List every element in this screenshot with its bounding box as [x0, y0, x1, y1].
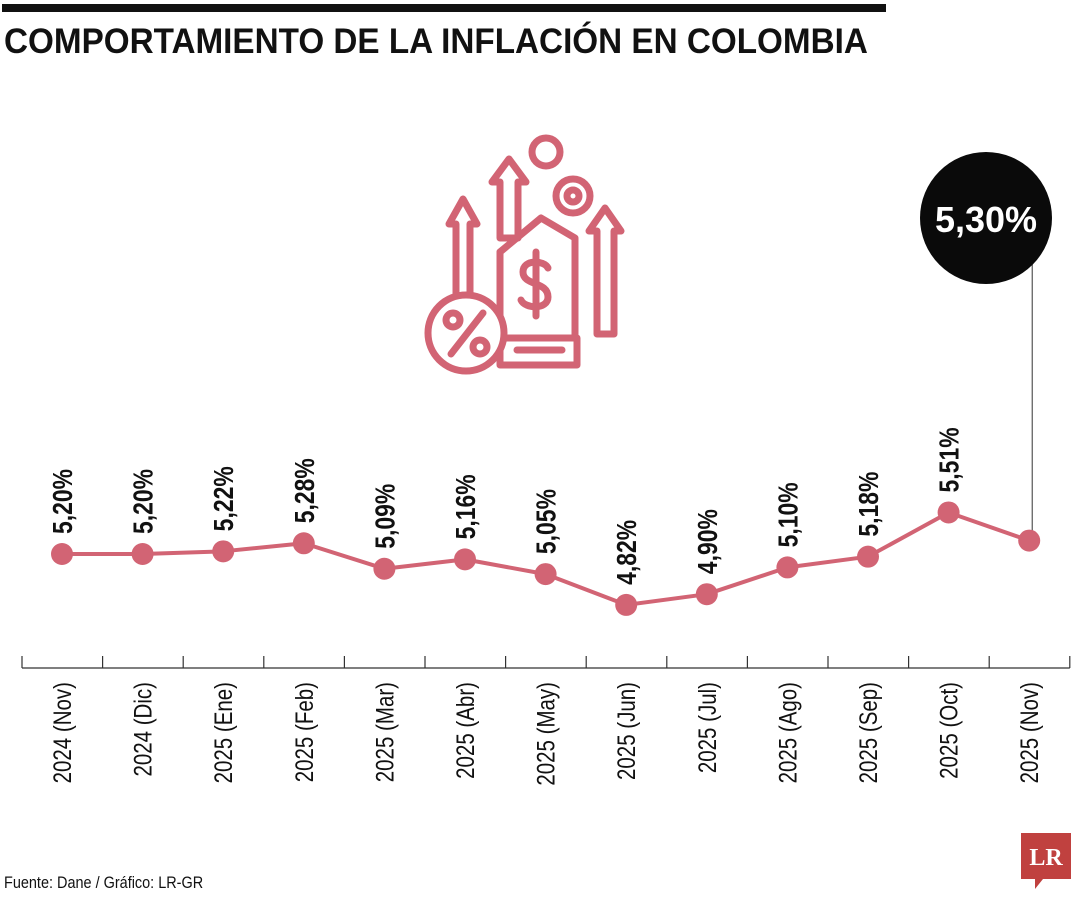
x-tick-label: 2024 (Dic) — [129, 682, 157, 777]
x-tick-label: 2025 (Oct) — [935, 682, 963, 779]
top-rule — [2, 4, 886, 12]
highlight-callout: 5,30% — [920, 152, 1052, 541]
data-point — [695, 583, 718, 606]
source-note: Fuente: Dane / Gráfico: LR-GR — [4, 873, 204, 892]
x-tick-label: 2025 (Abr) — [451, 682, 479, 779]
x-tick-label: 2025 (Mar) — [370, 682, 398, 782]
data-label: 5,05% — [532, 489, 563, 554]
data-label: 5,20% — [48, 469, 79, 534]
data-label: 4,90% — [693, 509, 724, 574]
x-tick-label: 2024 (Nov) — [48, 682, 76, 783]
x-tick-label: 2025 (Sep) — [854, 682, 882, 783]
logo-text: LR — [1029, 845, 1063, 871]
x-tick-label: 2025 (Ago) — [773, 682, 801, 783]
data-point — [373, 557, 396, 580]
data-label: 5,20% — [129, 469, 160, 534]
data-point — [615, 593, 638, 616]
data-point — [51, 543, 73, 565]
data-point — [857, 545, 879, 568]
x-axis: 2024 (Nov) 2024 (Dic) 2025 (Ene) 2025 (Feb)… — [21, 656, 1071, 786]
data-label: 5,10% — [773, 482, 804, 547]
data-point — [1018, 529, 1041, 552]
data-label: 5,28% — [290, 458, 321, 523]
data-point — [131, 543, 154, 565]
data-label: 5,09% — [370, 483, 401, 548]
highlight-badge-label: 5,30% — [935, 199, 1037, 240]
chart-title: COMPORTAMIENTO DE LA INFLACIÓN EN COLOMB… — [4, 22, 868, 61]
data-label: 5,51% — [935, 427, 966, 492]
data-points-layer — [51, 501, 1041, 616]
data-label: 5,18% — [854, 471, 885, 536]
x-tick-label: 2025 (Jul) — [693, 682, 721, 773]
data-point — [937, 501, 960, 524]
data-point — [776, 556, 799, 579]
x-tick-label: 2025 (Ene) — [209, 682, 237, 783]
x-tick-label: 2025 (Jun) — [612, 682, 640, 780]
x-tick-label: 2025 (Feb) — [290, 682, 318, 782]
data-label: 5,22% — [209, 466, 240, 531]
data-point — [212, 540, 235, 563]
data-point — [454, 548, 476, 571]
data-labels-layer: 5,20% 5,20% 5,22% 5,28% 5,09% 5,16% 5,05% 4,82%… — [48, 427, 965, 585]
data-point — [292, 532, 315, 555]
highlight-badge — [920, 152, 1052, 284]
x-tick-label: 2025 (Nov) — [1015, 682, 1043, 783]
data-point — [534, 563, 557, 586]
data-label: 4,82% — [612, 520, 643, 585]
data-label: 5,16% — [451, 474, 482, 539]
lr-logo: LR — [1021, 833, 1071, 889]
x-tick-label: 2025 (May) — [532, 682, 560, 786]
inflation-price-tag-icon — [424, 134, 625, 375]
